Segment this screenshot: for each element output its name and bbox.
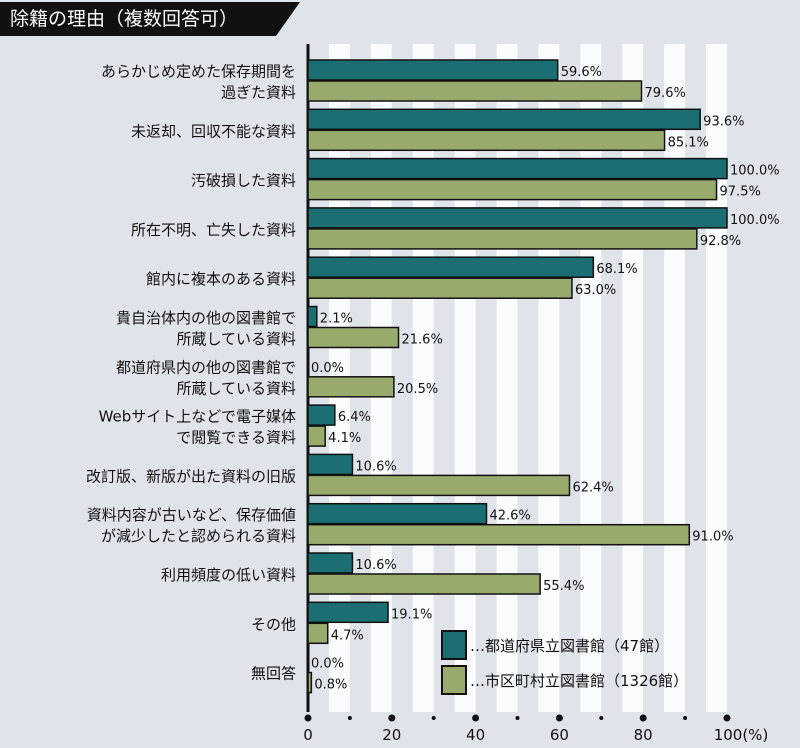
data-label: 92.8%: [700, 234, 741, 249]
data-label: 100.0%: [730, 164, 780, 179]
bar-municipal: [307, 228, 698, 250]
data-label: 4.1%: [328, 431, 361, 446]
data-label: 97.5%: [720, 185, 761, 200]
bar-prefectural: [307, 256, 595, 278]
data-label: 59.6%: [561, 65, 602, 80]
category-label: 館内に複本のある資料: [146, 270, 296, 288]
category-label: 未返却、回収不能な資料: [131, 122, 296, 140]
tick-dot: [431, 716, 436, 720]
tick-dot: [472, 714, 480, 722]
bar-municipal: [307, 277, 573, 299]
data-label: 21.6%: [402, 333, 443, 348]
x-tick-label: 60: [550, 726, 569, 744]
bar-prefectural: [307, 59, 559, 81]
category-label: 無回答: [251, 665, 296, 683]
x-tick-label: 40: [466, 726, 485, 744]
bar-prefectural: [307, 157, 728, 180]
category-label: Webサイト上などで電子媒体: [99, 408, 296, 426]
data-label: 68.1%: [596, 262, 637, 277]
bar-prefectural: [307, 207, 728, 229]
tick-dot: [723, 714, 731, 722]
data-label: 0.0%: [311, 361, 344, 376]
bar-prefectural: [307, 453, 354, 476]
category-label: 資料内容が古いなど、保存価値: [87, 506, 296, 524]
x-tick-label: 80: [634, 726, 653, 744]
data-label: 4.7%: [331, 628, 364, 643]
tick-dot: [347, 716, 352, 720]
data-label: 79.6%: [645, 86, 686, 101]
category-label: 利用頻度の低い資料: [161, 566, 296, 584]
bar-municipal: [307, 376, 395, 398]
category-label: 都道府県内の他の図書館で: [116, 358, 296, 376]
bar-prefectural: [307, 552, 354, 574]
category-label: が減少したと認められる資料: [101, 527, 296, 545]
bar-prefectural: [307, 305, 318, 328]
category-label: で閲覧できる資料: [176, 429, 296, 447]
category-label: 改訂版、新版が出た資料の旧版: [86, 467, 296, 485]
data-label: 100.0%: [730, 213, 780, 228]
tick-dot: [683, 716, 688, 720]
bar-prefectural: [307, 108, 701, 131]
category-label: 所蔵している資料: [176, 379, 296, 397]
tick-dot: [388, 714, 396, 722]
tick-dot: [515, 716, 520, 720]
data-label: 2.1%: [320, 312, 353, 327]
category-label: 所在不明、亡失した資料: [131, 221, 296, 239]
bar-municipal: [307, 671, 313, 694]
legend-label: …都道府県立図書館（47館）: [470, 637, 669, 655]
data-label: 62.4%: [572, 480, 613, 495]
bar-municipal: [307, 523, 691, 546]
data-label: 0.8%: [314, 678, 347, 693]
data-label: 63.0%: [575, 283, 616, 298]
category-label: あらかじめ定めた保存期間を: [101, 63, 296, 81]
data-label: 0.0%: [311, 657, 344, 672]
bar-municipal: [307, 129, 666, 152]
data-label: 10.6%: [355, 558, 396, 573]
data-label: 20.5%: [397, 382, 438, 397]
data-label: 10.6%: [355, 459, 396, 474]
data-label: 19.1%: [391, 607, 432, 622]
bar-municipal: [307, 573, 541, 595]
bar-prefectural: [307, 502, 488, 525]
x-tick-label: 20: [382, 726, 401, 744]
tick-dot: [555, 714, 563, 722]
legend-swatch: [441, 665, 467, 695]
tick-dot: [599, 716, 604, 720]
bar-municipal: [307, 622, 329, 645]
bar-municipal: [307, 80, 643, 102]
bar-prefectural: [307, 404, 336, 426]
tick-dot: [304, 714, 312, 722]
bar-municipal: [307, 425, 326, 447]
legend-label: …市区町村立図書館（1326館）: [470, 672, 688, 690]
bar-municipal: [307, 326, 400, 349]
bar-municipal: [307, 178, 718, 201]
category-label: 過ぎた資料: [221, 84, 296, 102]
x-tick-label: 0: [303, 726, 313, 744]
data-label: 6.4%: [338, 410, 371, 425]
grid-stripe: [706, 44, 727, 712]
data-label: 42.6%: [489, 509, 530, 524]
bar-prefectural: [307, 601, 389, 624]
tick-dot: [639, 714, 647, 722]
bar-municipal: [307, 474, 571, 497]
data-label: 85.1%: [668, 135, 709, 150]
data-label: 91.0%: [692, 530, 733, 545]
legend-swatch: [441, 630, 467, 660]
category-label: その他: [251, 615, 296, 633]
category-label: 所蔵している資料: [176, 330, 296, 348]
category-label: 貴自治体内の他の図書館で: [116, 309, 296, 327]
chart-title: 除籍の理由（複数回答可）: [0, 2, 300, 36]
category-label: 汚破損した資料: [191, 172, 296, 190]
x-tick-label: 100(%): [714, 726, 769, 744]
data-label: 93.6%: [703, 114, 744, 129]
data-label: 55.4%: [543, 579, 584, 594]
